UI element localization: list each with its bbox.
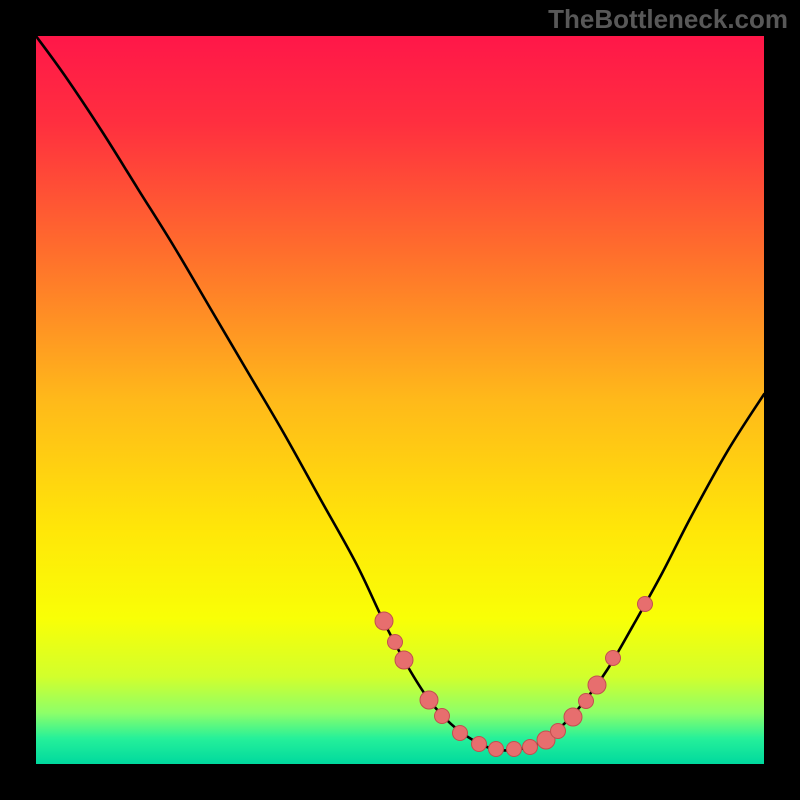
data-marker <box>522 739 538 755</box>
data-marker <box>587 676 606 695</box>
data-marker <box>387 634 403 650</box>
data-marker <box>605 650 621 666</box>
data-marker <box>471 736 487 752</box>
data-marker <box>488 741 504 757</box>
data-marker <box>506 741 522 757</box>
plot-area <box>36 36 764 764</box>
data-marker <box>564 707 583 726</box>
data-marker <box>452 725 468 741</box>
data-marker <box>550 723 566 739</box>
data-marker <box>374 612 393 631</box>
data-marker <box>637 596 653 612</box>
watermark-text: TheBottleneck.com <box>548 4 788 35</box>
data-marker <box>578 693 594 709</box>
data-marker <box>394 650 413 669</box>
data-marker <box>434 708 450 724</box>
data-marker <box>420 690 439 709</box>
